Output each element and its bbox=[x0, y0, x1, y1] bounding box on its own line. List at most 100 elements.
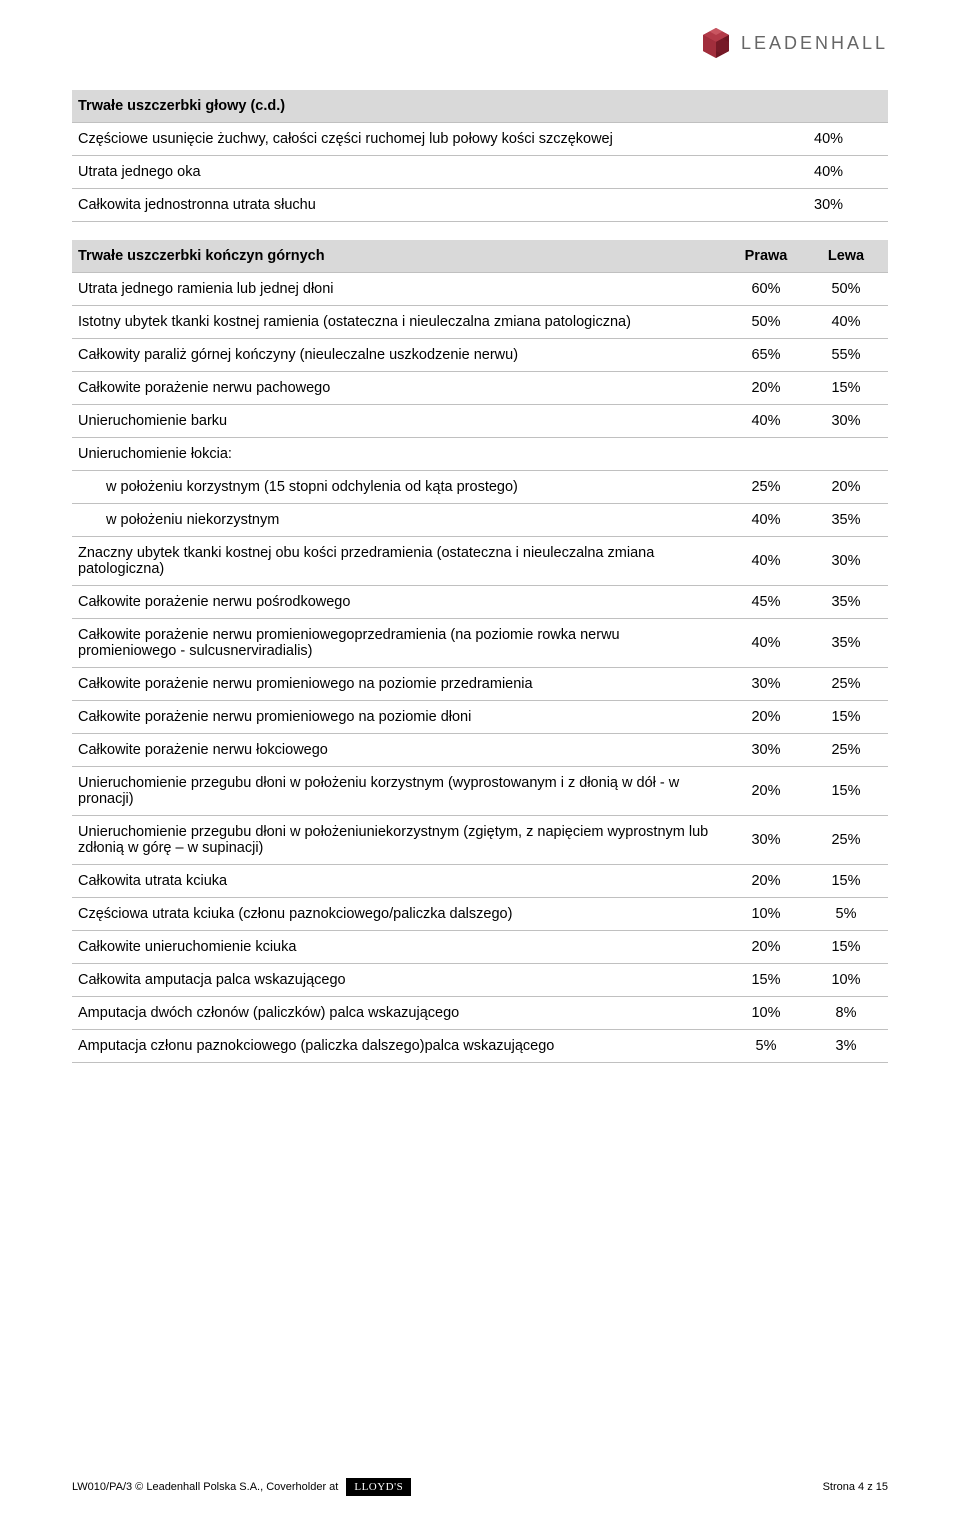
row-value-right: 5% bbox=[728, 1030, 808, 1063]
row-value-right: 10% bbox=[728, 898, 808, 931]
row-label: Całkowite porażenie nerwu pachowego bbox=[72, 372, 728, 405]
table-row: Częściowa utrata kciuka (członu paznokci… bbox=[72, 898, 888, 931]
row-value: 40% bbox=[808, 156, 888, 189]
table-row: Unieruchomienie barku40%30% bbox=[72, 405, 888, 438]
row-value-left: 30% bbox=[808, 405, 888, 438]
row-value: 30% bbox=[808, 189, 888, 222]
row-value-left: 15% bbox=[808, 931, 888, 964]
table-row: Utrata jednego oka40% bbox=[72, 156, 888, 189]
row-value-left: 3% bbox=[808, 1030, 888, 1063]
table-row: w położeniu korzystnym (15 stopni odchyl… bbox=[72, 471, 888, 504]
row-label: Unieruchomienie łokcia: bbox=[72, 438, 728, 471]
row-label: Częściowa utrata kciuka (członu paznokci… bbox=[72, 898, 728, 931]
table-row: Całkowita utrata kciuka20%15% bbox=[72, 865, 888, 898]
row-value-right: 60% bbox=[728, 273, 808, 306]
row-label: Całkowity paraliż górnej kończyny (nieul… bbox=[72, 339, 728, 372]
row-value-right: 20% bbox=[728, 865, 808, 898]
row-value-right: 20% bbox=[728, 931, 808, 964]
row-value-left bbox=[808, 438, 888, 471]
row-value-left: 15% bbox=[808, 372, 888, 405]
footer-doc-ref: LW010/PA/3 © Leadenhall Polska S.A., Cov… bbox=[72, 1481, 338, 1493]
row-value-right: 15% bbox=[728, 964, 808, 997]
row-value-left: 35% bbox=[808, 586, 888, 619]
row-value-right: 65% bbox=[728, 339, 808, 372]
row-label: Całkowite porażenie nerwu promieniowegop… bbox=[72, 619, 728, 668]
row-value-left: 30% bbox=[808, 537, 888, 586]
table-row: Unieruchomienie przegubu dłoni w położen… bbox=[72, 816, 888, 865]
row-value-left: 50% bbox=[808, 273, 888, 306]
row-label: Utrata jednego ramienia lub jednej dłoni bbox=[72, 273, 728, 306]
table-row: Częściowe usunięcie żuchwy, całości częś… bbox=[72, 123, 888, 156]
table-row: Istotny ubytek tkanki kostnej ramienia (… bbox=[72, 306, 888, 339]
row-value-right: 40% bbox=[728, 405, 808, 438]
row-value-right: 50% bbox=[728, 306, 808, 339]
table-header-label: Trwałe uszczerbki kończyn górnych bbox=[72, 240, 728, 273]
row-value-left: 40% bbox=[808, 306, 888, 339]
table-row: Całkowite porażenie nerwu pośrodkowego45… bbox=[72, 586, 888, 619]
row-label: Unieruchomienie przegubu dłoni w położen… bbox=[72, 816, 728, 865]
table-row: Unieruchomienie łokcia: bbox=[72, 438, 888, 471]
table-row: w położeniu niekorzystnym40%35% bbox=[72, 504, 888, 537]
row-value: 40% bbox=[808, 123, 888, 156]
row-value-right: 25% bbox=[728, 471, 808, 504]
table-row: Unieruchomienie przegubu dłoni w położen… bbox=[72, 767, 888, 816]
row-value-left: 20% bbox=[808, 471, 888, 504]
row-label: w położeniu korzystnym (15 stopni odchyl… bbox=[72, 471, 728, 504]
row-label: Unieruchomienie barku bbox=[72, 405, 728, 438]
row-label: Całkowite porażenie nerwu pośrodkowego bbox=[72, 586, 728, 619]
row-value-left: 35% bbox=[808, 504, 888, 537]
column-header-right: Prawa bbox=[728, 240, 808, 273]
row-label: Znaczny ubytek tkanki kostnej obu kości … bbox=[72, 537, 728, 586]
table-row: Całkowite porażenie nerwu promieniowego … bbox=[72, 668, 888, 701]
row-label: w położeniu niekorzystnym bbox=[72, 504, 728, 537]
footer-left: LW010/PA/3 © Leadenhall Polska S.A., Cov… bbox=[72, 1478, 411, 1496]
table-row: Znaczny ubytek tkanki kostnej obu kości … bbox=[72, 537, 888, 586]
row-value-left: 55% bbox=[808, 339, 888, 372]
table-row: Amputacja dwóch członów (paliczków) palc… bbox=[72, 997, 888, 1030]
row-value-left: 25% bbox=[808, 668, 888, 701]
row-value-right: 40% bbox=[728, 537, 808, 586]
row-value-right: 20% bbox=[728, 701, 808, 734]
row-value-right: 20% bbox=[728, 767, 808, 816]
row-value-left: 15% bbox=[808, 865, 888, 898]
table-upper-limb-injuries: Trwałe uszczerbki kończyn górnych Prawa … bbox=[72, 240, 888, 1063]
brand-name: LEADENHALL bbox=[741, 33, 888, 54]
row-label: Całkowite porażenie nerwu promieniowego … bbox=[72, 701, 728, 734]
row-value-right: 10% bbox=[728, 997, 808, 1030]
table-row: Całkowite porażenie nerwu łokciowego30%2… bbox=[72, 734, 888, 767]
table-head-injuries: Trwałe uszczerbki głowy (c.d.) Częściowe… bbox=[72, 90, 888, 222]
row-label: Całkowita jednostronna utrata słuchu bbox=[72, 189, 808, 222]
row-label: Częściowe usunięcie żuchwy, całości częś… bbox=[72, 123, 808, 156]
row-label: Amputacja dwóch członów (paliczków) palc… bbox=[72, 997, 728, 1030]
lloyds-badge: LLOYD'S bbox=[346, 1478, 411, 1496]
row-value-left: 8% bbox=[808, 997, 888, 1030]
row-value-right: 30% bbox=[728, 668, 808, 701]
row-value-left: 15% bbox=[808, 767, 888, 816]
table-row: Całkowita jednostronna utrata słuchu30% bbox=[72, 189, 888, 222]
row-value-right: 45% bbox=[728, 586, 808, 619]
brand-logo: LEADENHALL bbox=[699, 26, 888, 60]
table-row: Całkowite unieruchomienie kciuka20%15% bbox=[72, 931, 888, 964]
brand-cube-icon bbox=[699, 26, 733, 60]
table-header-row: Trwałe uszczerbki głowy (c.d.) bbox=[72, 90, 888, 123]
row-label: Całkowite unieruchomienie kciuka bbox=[72, 931, 728, 964]
row-value-left: 5% bbox=[808, 898, 888, 931]
row-label: Całkowita utrata kciuka bbox=[72, 865, 728, 898]
page-footer: LW010/PA/3 © Leadenhall Polska S.A., Cov… bbox=[72, 1478, 888, 1496]
table-row: Całkowite porażenie nerwu promieniowegop… bbox=[72, 619, 888, 668]
table-row: Całkowite porażenie nerwu promieniowego … bbox=[72, 701, 888, 734]
table-row: Amputacja członu paznokciowego (paliczka… bbox=[72, 1030, 888, 1063]
row-value-left: 15% bbox=[808, 701, 888, 734]
row-value-left: 35% bbox=[808, 619, 888, 668]
table-header-label: Trwałe uszczerbki głowy (c.d.) bbox=[72, 90, 888, 123]
table-row: Całkowity paraliż górnej kończyny (nieul… bbox=[72, 339, 888, 372]
row-value-right: 30% bbox=[728, 816, 808, 865]
row-value-left: 25% bbox=[808, 816, 888, 865]
column-header-left: Lewa bbox=[808, 240, 888, 273]
page-number: Strona 4 z 15 bbox=[823, 1481, 888, 1493]
table-row: Całkowita amputacja palca wskazującego15… bbox=[72, 964, 888, 997]
row-label: Utrata jednego oka bbox=[72, 156, 808, 189]
row-value-left: 10% bbox=[808, 964, 888, 997]
table-row: Całkowite porażenie nerwu pachowego20%15… bbox=[72, 372, 888, 405]
row-value-right: 20% bbox=[728, 372, 808, 405]
